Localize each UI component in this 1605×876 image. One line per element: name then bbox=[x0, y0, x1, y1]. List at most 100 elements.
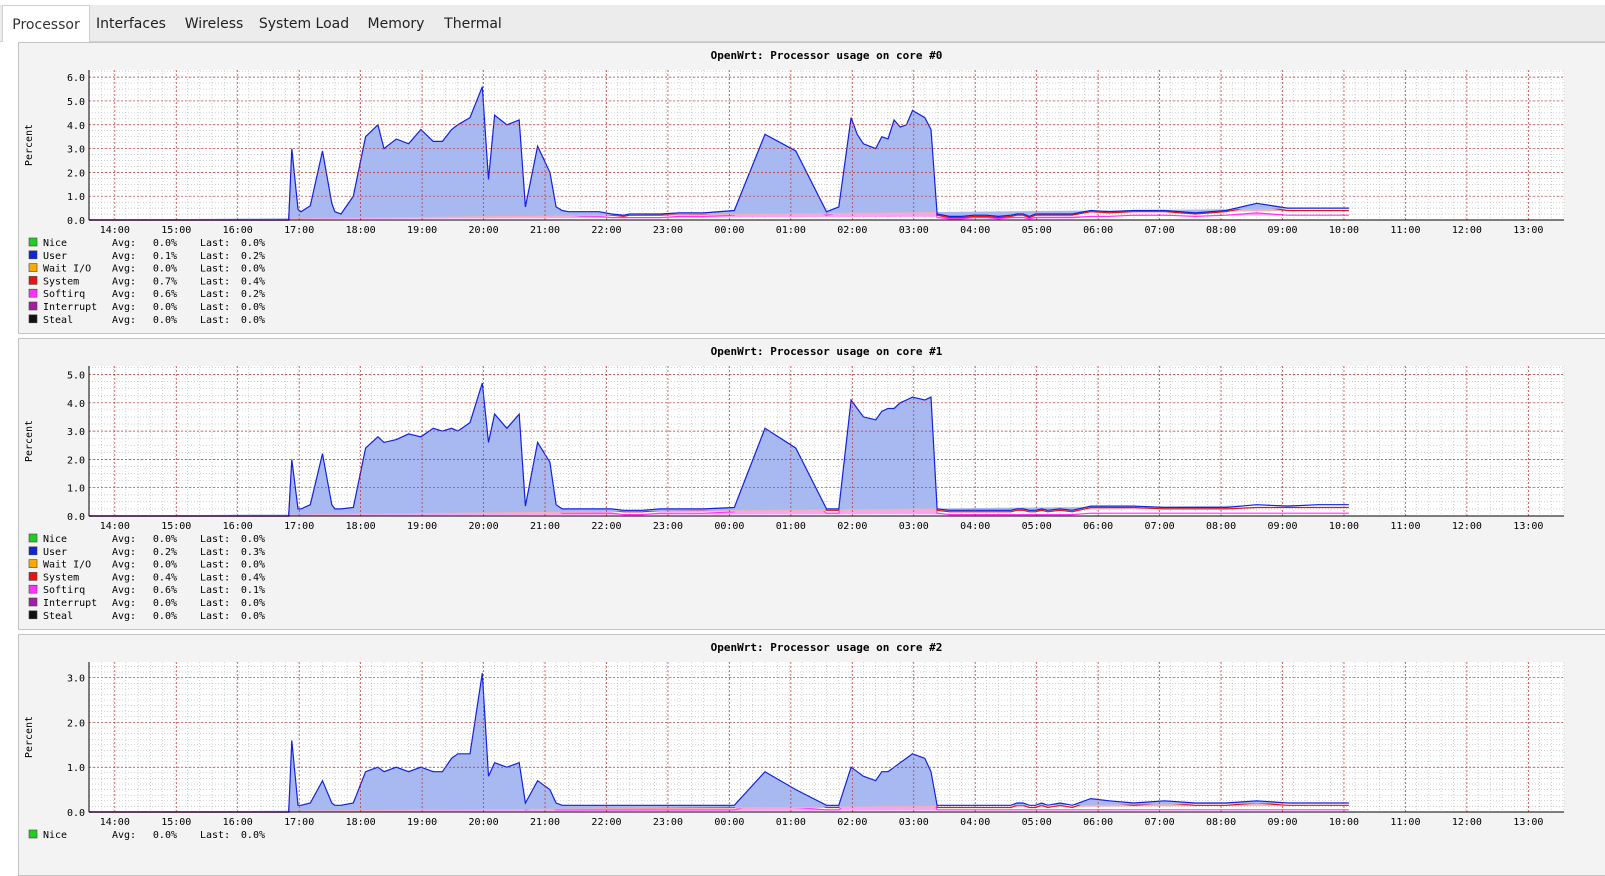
legend-avg-label: Avg: bbox=[112, 611, 136, 622]
x-tick-label: 02:00 bbox=[837, 521, 867, 532]
line-user bbox=[89, 86, 1349, 221]
legend-item-user: User Avg: 0.1% Last: 0.2% bbox=[28, 250, 265, 262]
x-tick-label: 10:00 bbox=[1329, 817, 1359, 828]
legend-name: Nice bbox=[43, 534, 67, 545]
legend-item-interrupt: Interrupt Avg: 0.0% Last: 0.0% bbox=[28, 301, 265, 313]
legend-last-label: Last: bbox=[200, 547, 230, 558]
x-tick-label: 04:00 bbox=[960, 817, 990, 828]
chart-svg: OpenWrt: Processor usage on core #1 14:00… bbox=[24, 345, 1565, 622]
x-tick-label: 22:00 bbox=[591, 521, 621, 532]
legend-last-label: Last: bbox=[200, 264, 230, 275]
x-tick-label: 16:00 bbox=[223, 817, 253, 828]
legend-last-value: 0.0% bbox=[241, 238, 265, 249]
legend-avg-value: 0.2% bbox=[153, 547, 177, 558]
legend-last-label: Last: bbox=[200, 598, 230, 609]
tab-processor[interactable]: Processor bbox=[2, 5, 90, 42]
legend-avg-value: 0.7% bbox=[153, 276, 177, 287]
legend-avg-label: Avg: bbox=[112, 264, 136, 275]
x-tick-label: 15:00 bbox=[161, 521, 191, 532]
x-tick-label: 08:00 bbox=[1206, 225, 1236, 236]
x-tick-label: 02:00 bbox=[837, 225, 867, 236]
legend-last-label: Last: bbox=[200, 534, 230, 545]
x-tick-label: 10:00 bbox=[1329, 521, 1359, 532]
legend-swatch bbox=[28, 572, 38, 581]
legend-avg-value: 0.0% bbox=[153, 264, 177, 275]
x-tick-label: 05:00 bbox=[1022, 225, 1052, 236]
x-tick-label: 13:00 bbox=[1513, 817, 1543, 828]
legend-swatch bbox=[28, 288, 38, 298]
legend-name: System bbox=[43, 572, 79, 583]
x-tick-label: 21:00 bbox=[530, 225, 560, 236]
area-user bbox=[89, 383, 1349, 516]
legend-name: Softirq bbox=[43, 585, 85, 596]
x-tick-label: 13:00 bbox=[1513, 521, 1543, 532]
area-user bbox=[89, 86, 1349, 220]
y-tick-label: 3.0 bbox=[67, 145, 85, 156]
tab-wireless[interactable]: Wireless bbox=[184, 16, 244, 32]
legend-avg-value: 0.1% bbox=[153, 251, 177, 262]
legend-swatch bbox=[28, 546, 38, 556]
legend-avg-label: Avg: bbox=[112, 572, 136, 583]
legend-swatch bbox=[28, 533, 38, 543]
x-tick-label: 04:00 bbox=[960, 225, 990, 236]
x-tick-label: 23:00 bbox=[653, 817, 683, 828]
legend-item-nice: Nice Avg: 0.0% Last: 0.0% bbox=[28, 829, 265, 841]
tab-bar: Processor Interfaces Wireless System Loa… bbox=[0, 5, 1605, 42]
legend-avg-label: Avg: bbox=[112, 289, 136, 300]
legend-item-steal: Steal Avg: 0.0% Last: 0.0% bbox=[28, 610, 265, 622]
x-tick-label: 21:00 bbox=[530, 521, 560, 532]
legend-name: Interrupt bbox=[43, 598, 97, 609]
chart-title: OpenWrt: Processor usage on core #0 bbox=[711, 49, 943, 62]
legend-item-system: System Avg: 0.4% Last: 0.4% bbox=[28, 572, 265, 583]
x-tick-label: 09:00 bbox=[1267, 521, 1297, 532]
x-tick-label: 01:00 bbox=[776, 817, 806, 828]
x-tick-label: 12:00 bbox=[1452, 817, 1482, 828]
legend-name: Interrupt bbox=[43, 302, 97, 313]
x-tick-label: 15:00 bbox=[161, 817, 191, 828]
x-tick-label: 19:00 bbox=[407, 521, 437, 532]
legend-last-value: 0.0% bbox=[241, 611, 265, 622]
x-tick-label: 08:00 bbox=[1206, 817, 1236, 828]
legend-avg-value: 0.0% bbox=[153, 598, 177, 609]
legend-last-value: 0.4% bbox=[241, 572, 265, 583]
legend-last-value: 0.2% bbox=[241, 289, 265, 300]
legend-name: User bbox=[43, 251, 67, 262]
legend-last-label: Last: bbox=[200, 585, 230, 596]
area-user bbox=[89, 673, 1349, 812]
x-tick-label: 14:00 bbox=[100, 521, 130, 532]
x-tick-label: 23:00 bbox=[653, 521, 683, 532]
line-user bbox=[89, 382, 1349, 517]
x-tick-label: 02:00 bbox=[837, 817, 867, 828]
x-tick-label: 16:00 bbox=[223, 225, 253, 236]
legend-item-interrupt: Interrupt Avg: 0.0% Last: 0.0% bbox=[28, 597, 265, 609]
x-tick-label: 14:00 bbox=[100, 225, 130, 236]
x-tick-label: 00:00 bbox=[714, 521, 744, 532]
x-tick-label: 09:00 bbox=[1267, 817, 1297, 828]
x-tick-label: 09:00 bbox=[1267, 225, 1297, 236]
legend-name: Steal bbox=[43, 315, 73, 326]
tab-thermal[interactable]: Thermal bbox=[444, 16, 502, 32]
x-tick-label: 05:00 bbox=[1022, 817, 1052, 828]
y-axis-label: Percent bbox=[24, 124, 35, 166]
tab-memory[interactable]: Memory bbox=[367, 16, 425, 32]
legend-last-label: Last: bbox=[200, 560, 230, 571]
legend-item-softirq: Softirq Avg: 0.6% Last: 0.1% bbox=[28, 584, 265, 596]
legend-avg-label: Avg: bbox=[112, 251, 136, 262]
x-tick-label: 16:00 bbox=[223, 521, 253, 532]
tab-interfaces[interactable]: Interfaces bbox=[96, 16, 166, 32]
x-tick-label: 07:00 bbox=[1145, 817, 1175, 828]
legend-avg-label: Avg: bbox=[112, 534, 136, 545]
x-tick-label: 03:00 bbox=[899, 225, 929, 236]
legend-swatch bbox=[28, 301, 38, 311]
legend-swatch bbox=[28, 314, 38, 324]
x-tick-label: 12:00 bbox=[1452, 521, 1482, 532]
legend-swatch bbox=[28, 584, 38, 594]
tab-system-load[interactable]: System Load bbox=[258, 16, 350, 32]
y-tick-label: 2.0 bbox=[67, 718, 85, 729]
legend-last-label: Last: bbox=[200, 276, 230, 287]
x-tick-label: 20:00 bbox=[469, 817, 499, 828]
legend-swatch bbox=[28, 250, 38, 260]
y-tick-label: 5.0 bbox=[67, 370, 85, 381]
legend-last-label: Last: bbox=[200, 289, 230, 300]
legend-last-label: Last: bbox=[200, 238, 230, 249]
